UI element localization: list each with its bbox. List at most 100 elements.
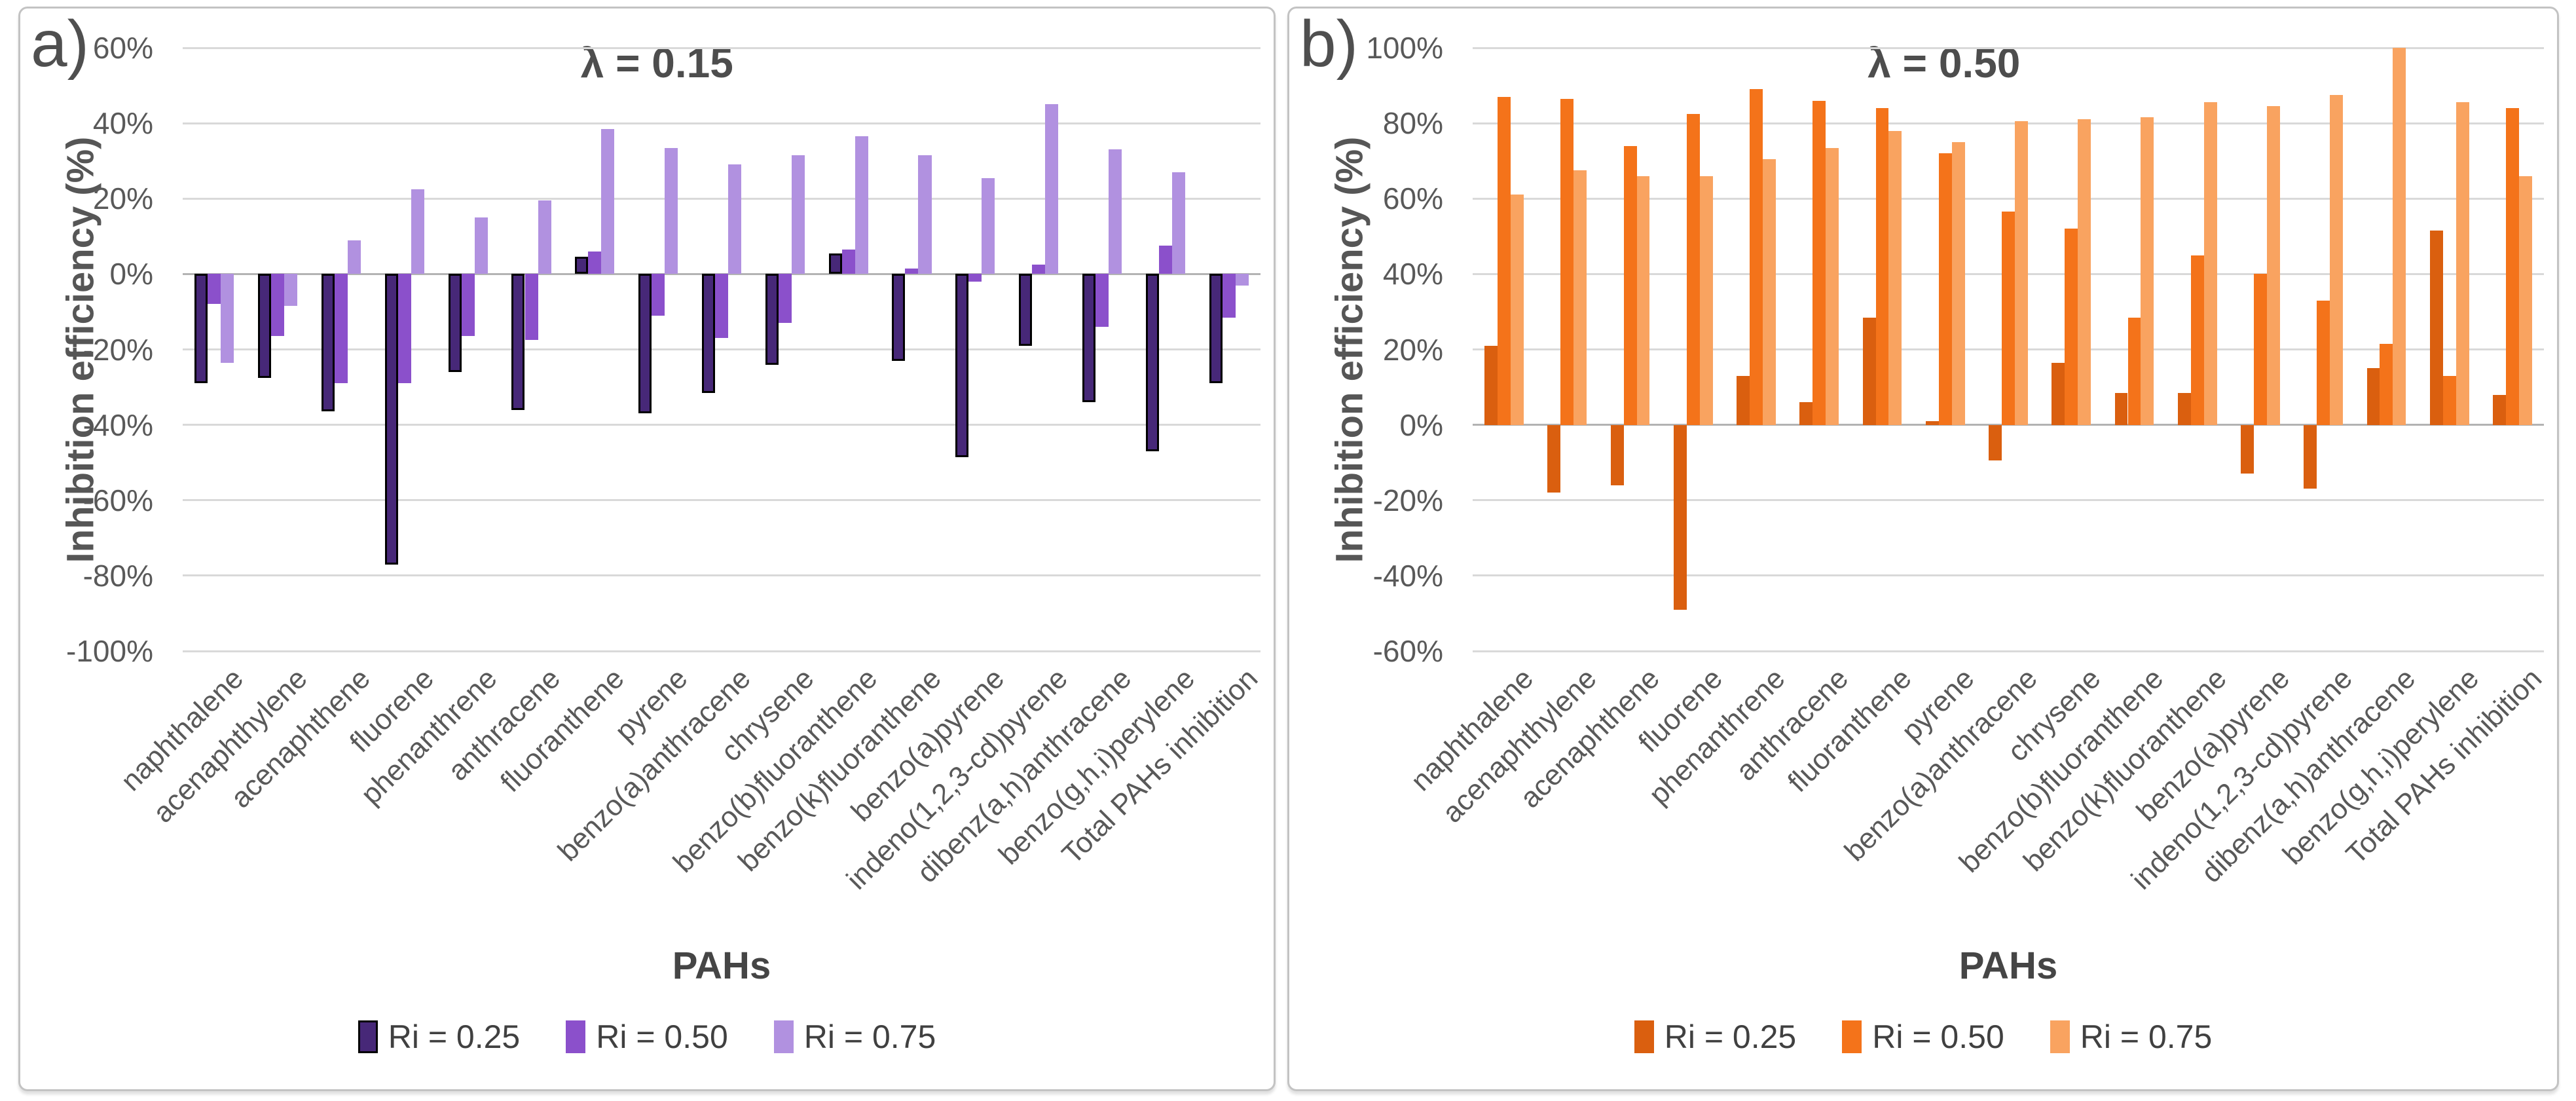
legend-label: Ri = 0.75 (2080, 1018, 2213, 1055)
bar-ri0.50-fluoranthene (1875, 108, 1889, 425)
bar-ri0.50-benzo-b-fluoranthene (841, 249, 855, 274)
bar-ri0.50-benzo-k-fluoranthene (2190, 255, 2204, 425)
bar-ri0.50-total-pahs-inhibition (2505, 108, 2519, 425)
bar-ri0.75-pyrene (665, 147, 678, 274)
bar-ri0.75-fluoranthene (601, 128, 615, 274)
bar-ri0.75-total-pahs-inhibition (1235, 274, 1249, 286)
bar-ri0.25-benzo-a-pyrene (2241, 424, 2254, 474)
bar-ri0.75-fluorene (411, 189, 424, 274)
legend-swatch (1842, 1020, 1862, 1053)
bar-ri0.50-acenaphthylene (271, 274, 285, 337)
bar-ri0.50-phenanthrene (461, 274, 475, 337)
y-tick-label: -80% (83, 558, 153, 593)
bar-ri0.75-benzo-a-pyrene (2266, 106, 2280, 425)
bar-ri0.50-dibenz-a-h-anthracene (2380, 343, 2393, 425)
bar-ri0.75-acenaphthylene (284, 274, 298, 307)
plot-area-a (183, 47, 1260, 652)
bar-ri0.25-dibenz-a-h-anthracene (1082, 274, 1095, 403)
bar-ri0.75-indeno-1-2-3-cd-pyrene (2330, 94, 2344, 425)
gridline (183, 197, 1260, 200)
bar-ri0.75-dibenz-a-h-anthracene (1108, 149, 1122, 274)
gridline (183, 122, 1260, 124)
bar-ri0.25-chrysene (765, 274, 779, 365)
bar-ri0.50-dibenz-a-h-anthracene (1095, 274, 1109, 327)
legend-label: Ri = 0.75 (803, 1018, 936, 1055)
legend-item: Ri = 0.75 (2050, 1018, 2213, 1056)
bar-ri0.50-benzo-a-pyrene (2253, 274, 2267, 425)
bar-ri0.25-acenaphthylene (1547, 424, 1561, 493)
bar-ri0.25-fluoranthene (575, 257, 589, 274)
legend-item: Ri = 0.50 (566, 1018, 728, 1056)
bar-ri0.25-naphthalene (194, 274, 208, 384)
gridline (1473, 197, 2544, 200)
bar-ri0.50-acenaphthene (1623, 145, 1637, 425)
y-tick-label: 80% (1382, 106, 1443, 141)
bar-ri0.50-benzo-g-h-i-perylene (1158, 246, 1172, 274)
legend-swatch (1634, 1020, 1654, 1053)
bar-ri0.25-dibenz-a-h-anthracene (2366, 368, 2380, 425)
bar-ri0.75-benzo-g-h-i-perylene (2456, 102, 2469, 425)
y-tick-label: 60% (92, 31, 153, 65)
legend-swatch (566, 1020, 586, 1053)
bar-ri0.75-acenaphthene (348, 240, 361, 274)
y-tick-label: -40% (83, 407, 153, 442)
bar-ri0.25-benzo-k-fluoranthene (2177, 392, 2191, 425)
y-tick-label: -20% (1372, 483, 1443, 517)
bar-ri0.75-total-pahs-inhibition (2518, 176, 2532, 425)
bar-ri0.50-naphthalene (208, 274, 221, 305)
bar-ri0.50-benzo-k-fluoranthene (905, 268, 919, 274)
bar-ri0.75-indeno-1-2-3-cd-pyrene (1045, 104, 1059, 274)
bar-ri0.75-fluoranthene (1888, 130, 1902, 425)
bar-ri0.75-pyrene (1951, 141, 1965, 425)
gridline (1473, 574, 2544, 577)
legend-label: Ri = 0.25 (1664, 1018, 1797, 1055)
bar-ri0.50-fluorene (1686, 113, 1700, 425)
y-tick-label: 40% (92, 106, 153, 141)
bar-ri0.75-benzo-g-h-i-perylene (1171, 172, 1185, 274)
bar-ri0.25-benzo-a-anthracene (1989, 424, 2002, 461)
bar-ri0.50-total-pahs-inhibition (1222, 274, 1236, 318)
bar-ri0.50-pyrene (1938, 153, 1952, 425)
gridline (1473, 122, 2544, 124)
bar-ri0.25-benzo-g-h-i-perylene (1145, 274, 1159, 451)
legend-label: Ri = 0.25 (388, 1018, 521, 1055)
bar-ri0.25-benzo-b-fluoranthene (2114, 392, 2128, 425)
bar-ri0.25-fluorene (1673, 424, 1687, 610)
y-tick-label: 0% (109, 257, 153, 291)
bar-ri0.25-chrysene (2052, 362, 2065, 425)
y-tick-label: -20% (83, 332, 153, 367)
bar-ri0.75-benzo-b-fluoranthene (855, 136, 868, 274)
y-tick-label: 40% (1382, 257, 1443, 291)
legend-item: Ri = 0.50 (1842, 1018, 2004, 1056)
bar-ri0.75-naphthalene (1511, 195, 1524, 425)
bar-ri0.25-indeno-1-2-3-cd-pyrene (2304, 424, 2317, 489)
bar-ri0.75-benzo-k-fluoranthene (2203, 102, 2217, 425)
bar-ri0.50-benzo-a-pyrene (968, 274, 982, 282)
gridline (183, 574, 1260, 577)
bar-ri0.75-benzo-a-anthracene (2014, 121, 2028, 425)
bar-ri0.50-anthracene (524, 274, 538, 341)
bar-ri0.50-pyrene (652, 274, 665, 316)
legend-a: Ri = 0.25 Ri = 0.50 Ri = 0.75 (20, 1014, 1274, 1060)
plot-area-b (1473, 47, 2544, 652)
bar-ri0.75-benzo-b-fluoranthene (2141, 117, 2154, 425)
y-tick-label: 20% (1382, 332, 1443, 367)
gridline (183, 650, 1260, 652)
bar-ri0.50-benzo-a-anthracene (2002, 212, 2015, 425)
bar-ri0.50-benzo-b-fluoranthene (2127, 317, 2141, 425)
panel-a: a) λ = 0.15 Inhibition efficiency (%) PA… (18, 7, 1276, 1091)
bar-ri0.25-benzo-g-h-i-perylene (2429, 231, 2443, 425)
bar-ri0.25-total-pahs-inhibition (2493, 394, 2506, 425)
bar-ri0.50-naphthalene (1498, 96, 1511, 425)
bar-ri0.50-acenaphthylene (1560, 98, 1574, 425)
y-tick-label: 0% (1399, 407, 1443, 442)
bar-ri0.25-anthracene (1799, 402, 1813, 425)
bar-ri0.75-acenaphthylene (1573, 170, 1587, 425)
bar-ri0.75-benzo-a-pyrene (982, 177, 995, 274)
bar-ri0.25-benzo-b-fluoranthene (828, 253, 842, 274)
bar-ri0.50-benzo-g-h-i-perylene (2442, 375, 2456, 425)
bar-ri0.75-anthracene (538, 200, 551, 274)
bar-ri0.50-chrysene (778, 274, 792, 324)
bar-ri0.75-phenanthrene (1763, 159, 1776, 425)
y-tick-label: -60% (1372, 634, 1443, 668)
